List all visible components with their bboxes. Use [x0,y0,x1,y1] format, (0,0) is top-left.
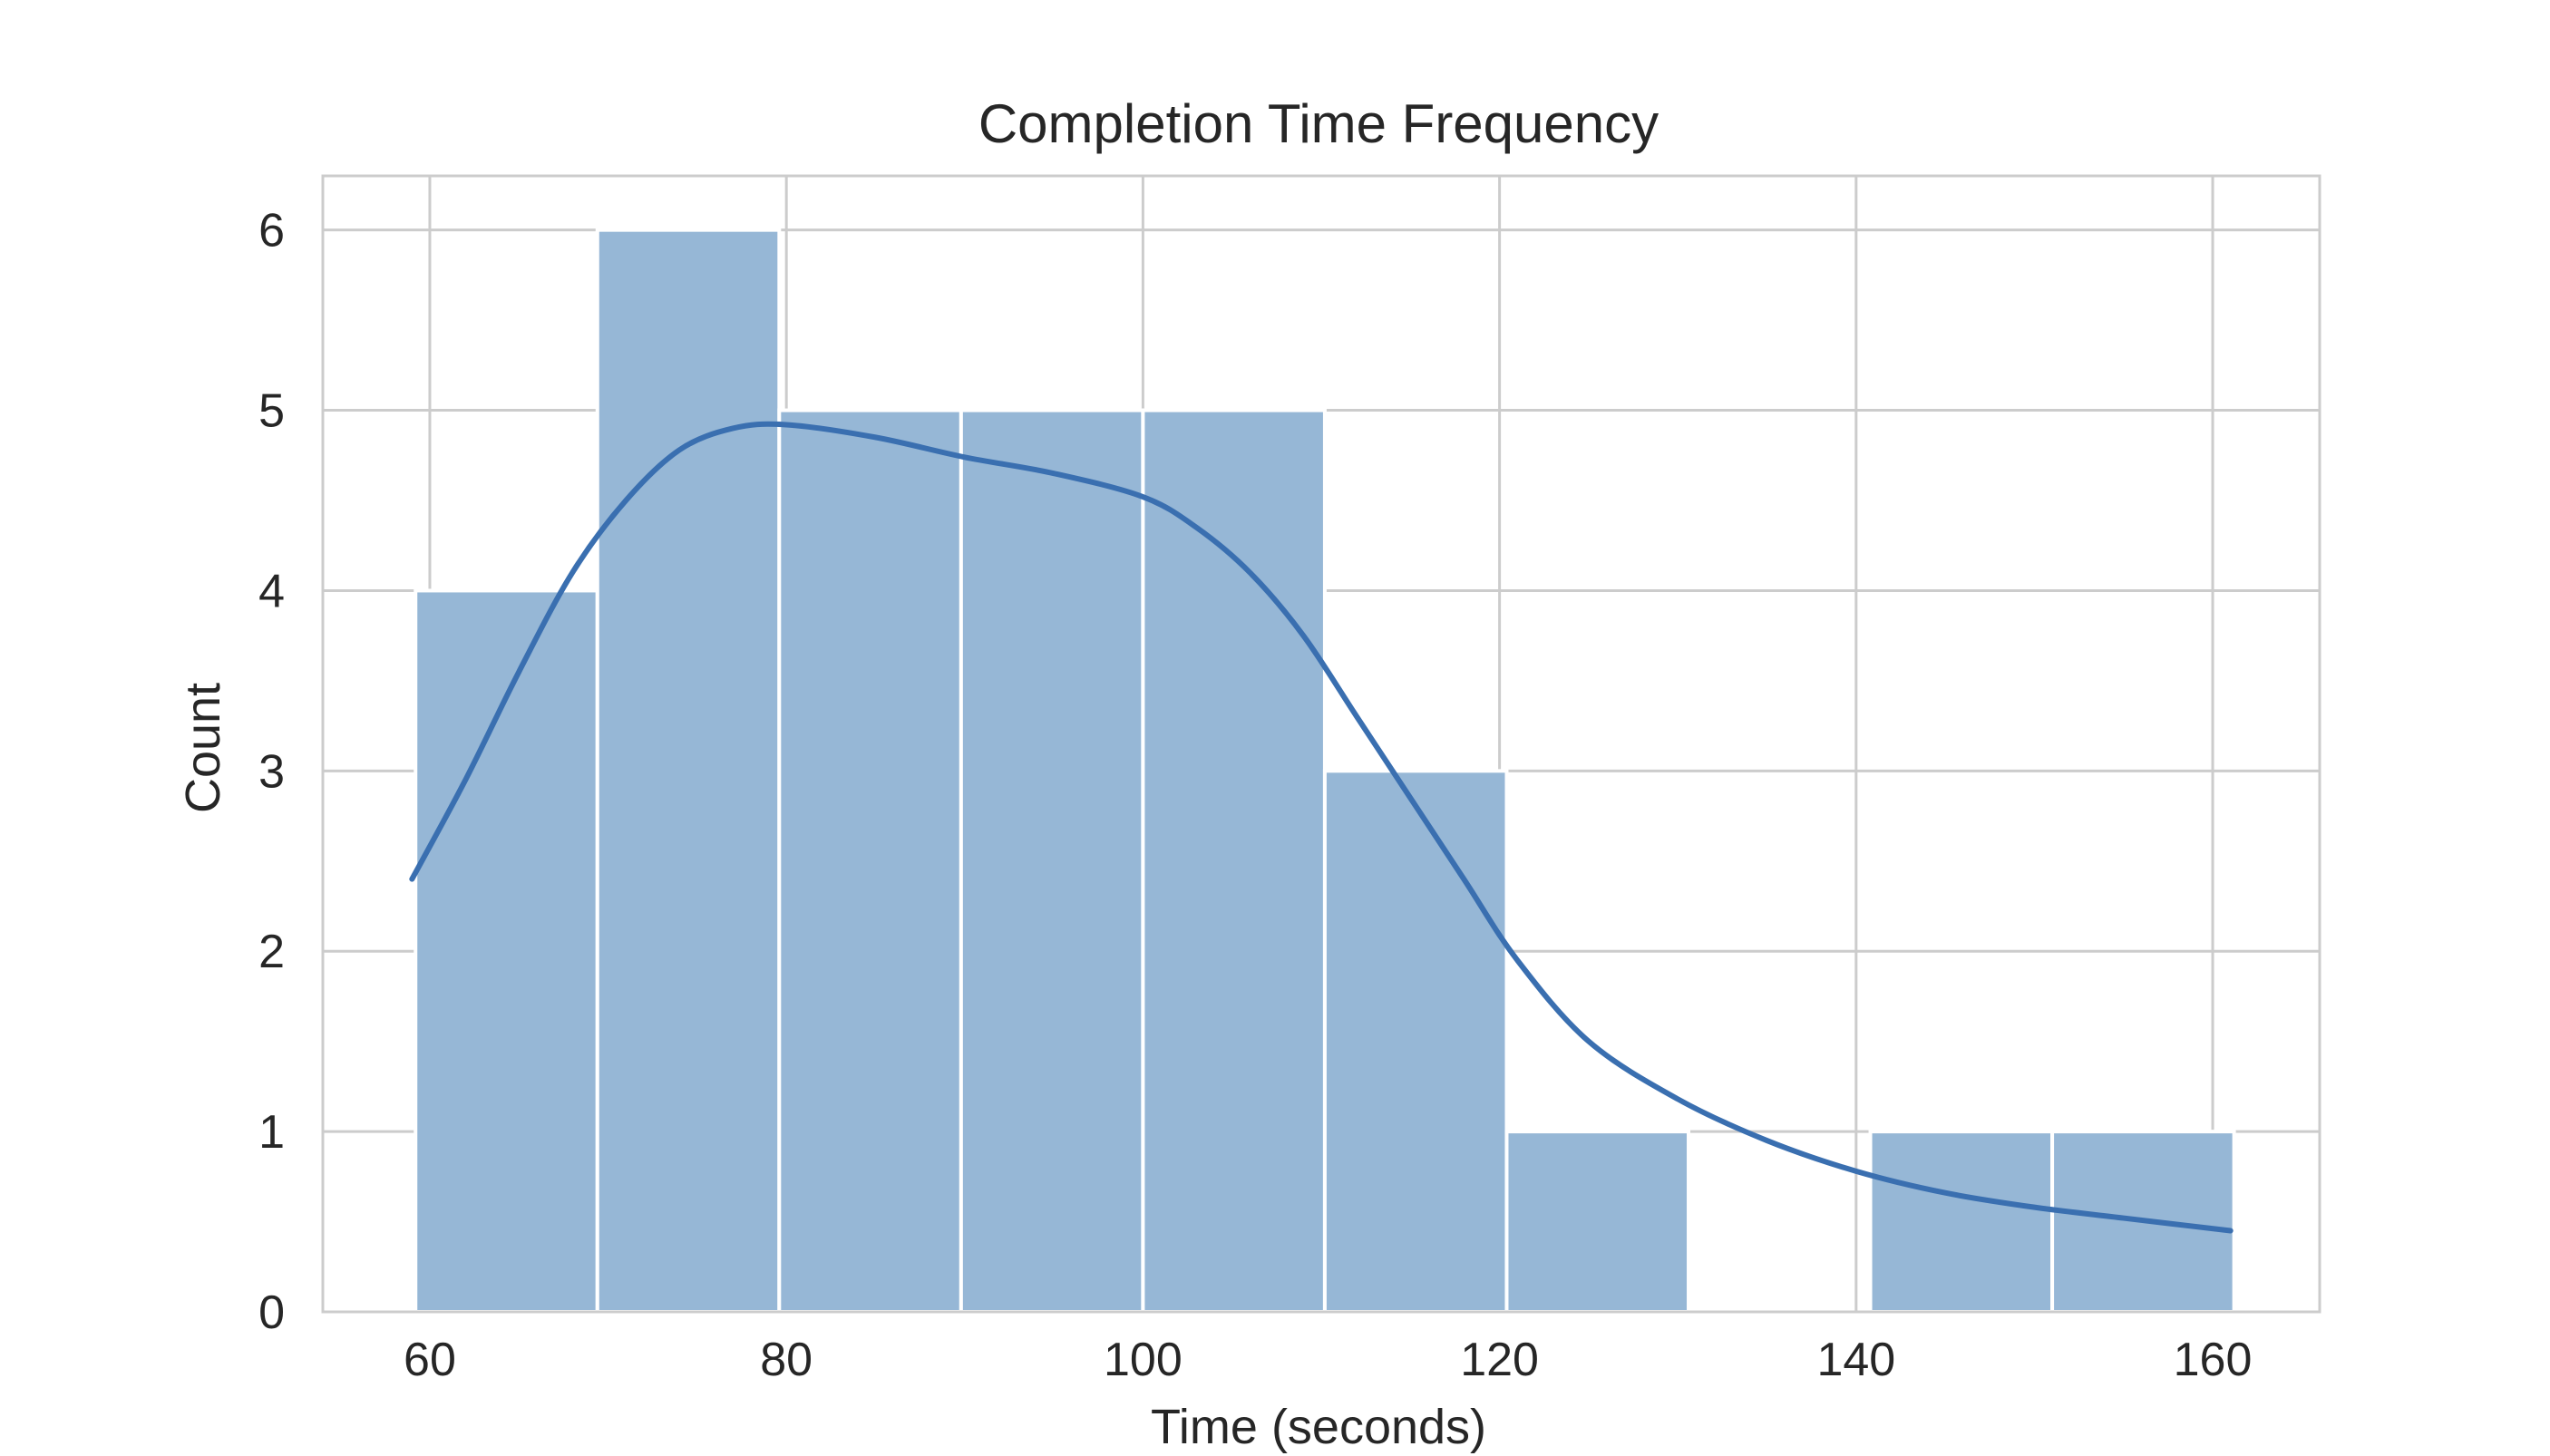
y-tick-label: 5 [258,385,285,438]
histogram-bar [1868,1130,2055,1314]
x-axis-label: Time (seconds) [1151,1400,1486,1454]
histogram-bar [1141,408,1327,1314]
y-tick-label: 4 [258,565,285,617]
y-tick-label: 6 [258,205,285,257]
y-tick-label: 0 [258,1286,285,1339]
y-tick-label: 1 [258,1106,285,1159]
y-axis-label: Count [176,683,230,813]
plot-frame [321,174,2321,1314]
x-tick-label: 160 [2174,1334,2253,1386]
x-tick-label: 100 [1104,1334,1183,1386]
plot-area: 60 80 100 120 140 160 0 1 2 3 4 5 6 [258,174,2321,1386]
x-tick-label: 60 [404,1334,456,1386]
chart-title: Completion Time Frequency [978,93,1659,154]
y-tick-label: 3 [258,745,285,798]
histogram-bar [777,408,963,1314]
y-tick-label: 2 [258,926,285,978]
x-tick-label: 80 [760,1334,813,1386]
x-tick-label: 120 [1460,1334,1539,1386]
histogram-bar [1322,769,1509,1314]
histogram-bar [959,408,1145,1314]
x-tick-label: 140 [1816,1334,1895,1386]
histogram-bar [595,228,782,1315]
kde-curve [409,421,2234,1234]
histogram-bar [1504,1130,1691,1314]
histogram-bar [414,588,599,1314]
